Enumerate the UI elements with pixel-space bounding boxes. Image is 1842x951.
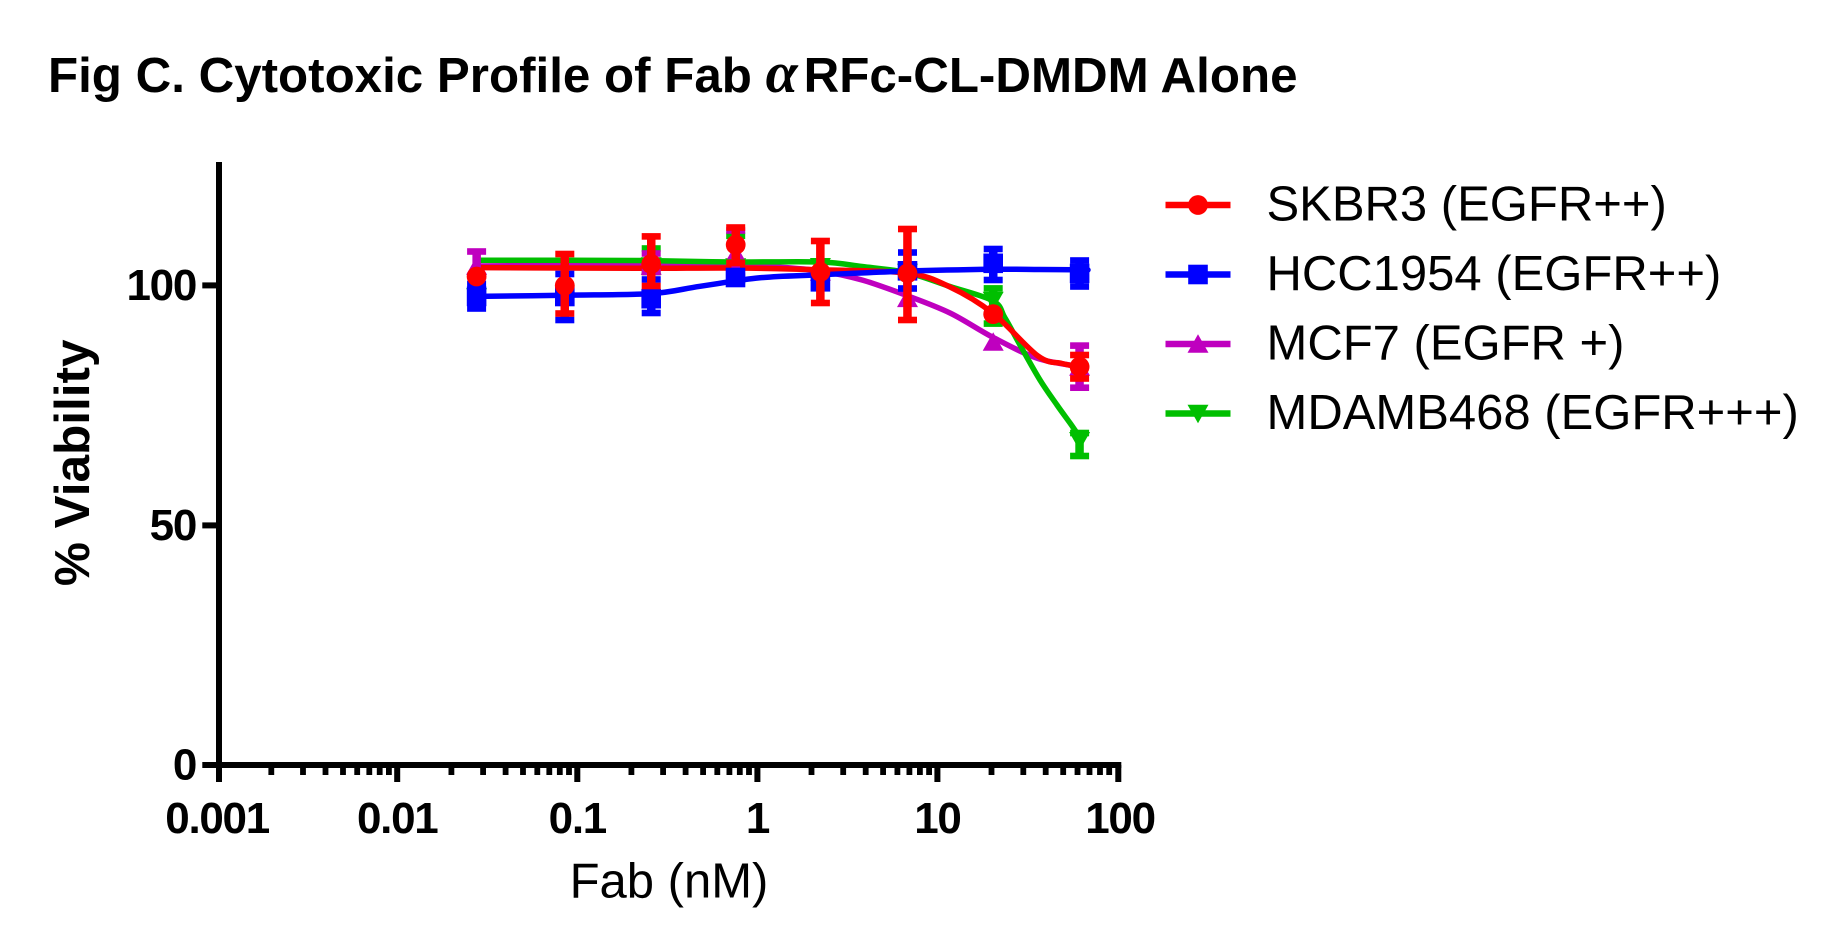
svg-text:1: 1 — [746, 794, 770, 843]
svg-text:MDAMB468 (EGFR+++): MDAMB468 (EGFR+++) — [1267, 386, 1799, 440]
svg-text:Fig C. Cytotoxic Profile of Fa: Fig C. Cytotoxic Profile of Fab αRFc-CL-… — [48, 40, 1297, 105]
svg-text:0.1: 0.1 — [549, 794, 607, 843]
svg-text:MCF7 (EGFR +): MCF7 (EGFR +) — [1267, 317, 1625, 371]
svg-text:100: 100 — [1085, 794, 1155, 843]
svg-text:100: 100 — [126, 261, 196, 310]
svg-text:10: 10 — [914, 794, 960, 843]
svg-text:Fab (nM): Fab (nM) — [570, 855, 769, 909]
svg-text:% Viability: % Viability — [45, 339, 100, 586]
svg-text:0: 0 — [173, 741, 196, 790]
svg-text:SKBR3 (EGFR++): SKBR3 (EGFR++) — [1267, 178, 1667, 232]
svg-text:HCC1954 (EGFR++): HCC1954 (EGFR++) — [1267, 247, 1722, 301]
svg-text:50: 50 — [150, 501, 196, 550]
svg-text:0.001: 0.001 — [165, 794, 269, 843]
svg-text:0.01: 0.01 — [357, 794, 438, 843]
